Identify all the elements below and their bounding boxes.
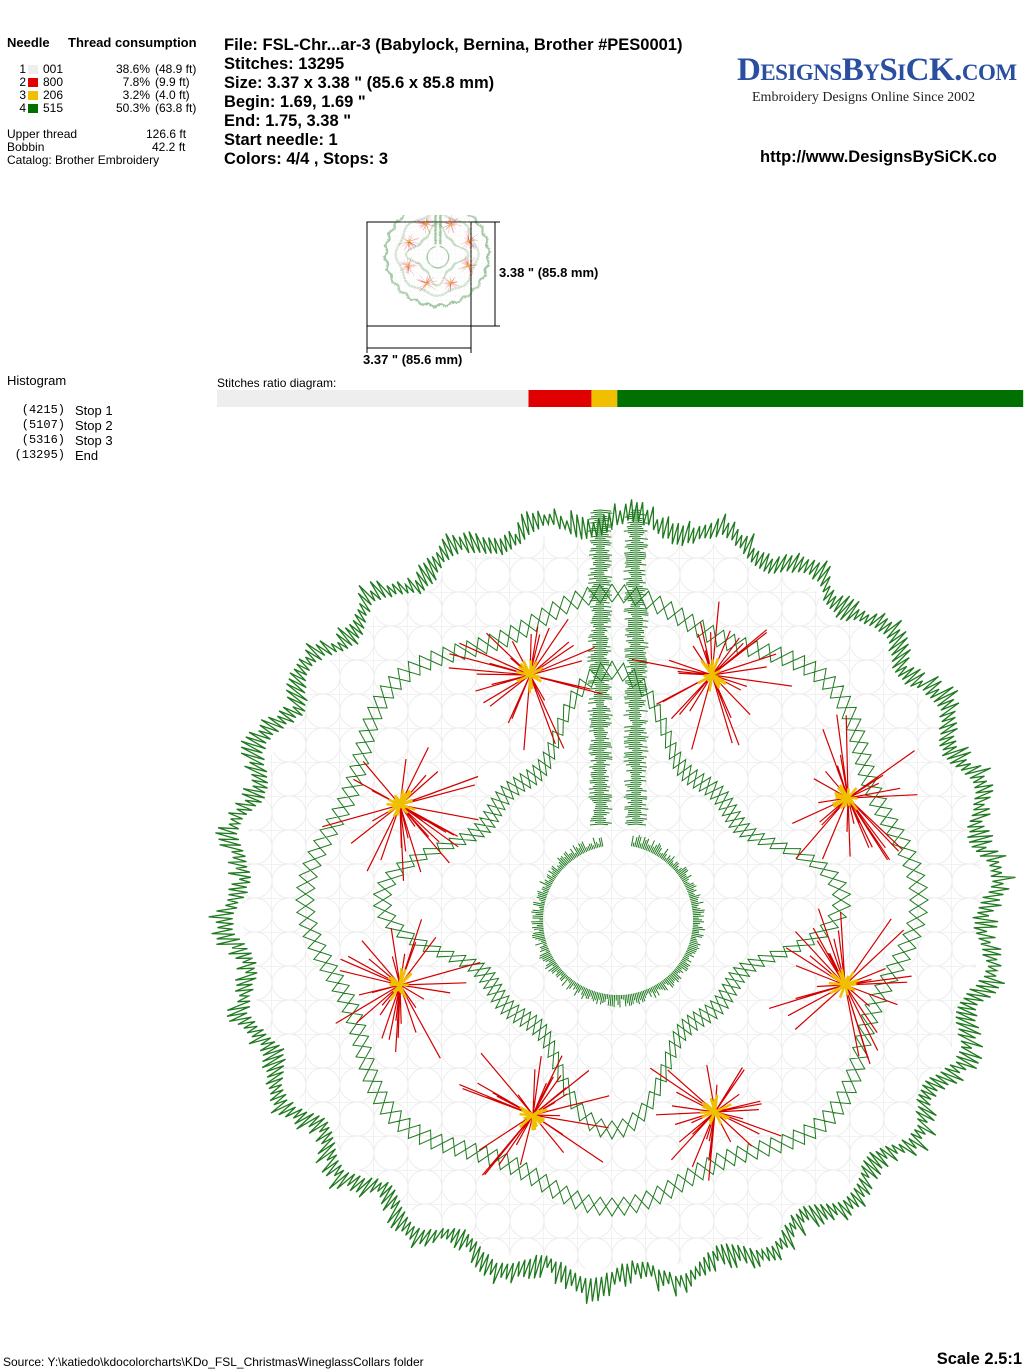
design [208,499,1016,1304]
preview-design [382,215,492,310]
lattice [242,530,982,1270]
poinsettia-center [386,789,416,818]
inner-ring [372,660,852,1141]
poinsettia-center [515,660,544,693]
poinsettia-petals [792,714,918,861]
thread-length: (4.0 ft) [155,88,190,102]
design-view [208,499,1016,1304]
ratio-segment [528,390,592,407]
info-line: Stitches: 13295 [224,55,345,73]
poinsettia-center [828,968,860,999]
poinsettia-petals [649,1065,782,1181]
histogram-title: Histogram [7,373,67,388]
stop-label: Stop 3 [75,433,113,448]
poinsettia-petals [322,747,479,881]
ratio-segment [617,390,1024,407]
color-swatch [28,91,38,100]
poinsettia-center [699,1094,732,1125]
needle-number: 2 [19,75,26,89]
thread-percent: 38.6% [115,62,150,76]
needle-number: 3 [19,88,26,102]
slot-satin [531,509,705,1008]
thread-header: Thread consumption [68,35,197,50]
logo: DesignsBySiCK.com [737,52,1017,88]
ratio-bar [217,390,1024,407]
width-label: 3.37 " (85.6 mm) [363,352,462,367]
bobbin-label: Bobbin [7,140,45,154]
poinsettia-center [697,657,727,692]
poinsettia-center [832,784,859,811]
scale: Scale 2.5:1 [936,1350,1022,1368]
poinsettia-petals [335,919,481,1059]
poinsettia-petals [459,1052,610,1176]
needle-header: Needle [7,35,50,50]
poinsettia-center [387,967,413,1001]
catalog: Catalog: Brother Embroidery [7,153,160,167]
stop-count: (5107) [21,418,65,432]
stop-count: (5316) [21,433,65,447]
outer-edge [208,499,1016,1304]
info-line: Size: 3.37 x 3.38 " (85.6 x 85.8 mm) [224,74,495,92]
thread-code: 206 [43,88,64,102]
logo-tagline: Embroidery Designs Online Since 2002 [752,90,976,105]
poinsettia-petals [631,601,792,750]
stop-label: Stop 1 [75,403,113,418]
info: File: FSL-Chr...ar-3 (Babylock, Bernina,… [224,36,682,169]
stop-count: (4215) [21,403,65,417]
poinsettia-petals [448,618,604,751]
thread-percent: 7.8% [122,75,150,89]
source: Source: Y:\katiedo\kdocolorcharts\KDo_FS… [3,1355,424,1369]
middle-ring [295,583,929,1217]
ratio-segment [591,390,618,407]
thread-length: (48.9 ft) [155,62,197,76]
thread-percent: 50.3% [115,101,150,115]
stop-count: (13295) [14,448,65,462]
upper-value: 126.6 ft [146,127,187,141]
thread-percent: 3.2% [122,88,150,102]
color-swatch [28,104,38,113]
thread-code: 515 [43,101,64,115]
color-swatch [28,65,38,74]
poinsettia-petals [768,908,912,1065]
thread-length: (63.8 ft) [155,101,197,115]
bobbin-value: 42.2 ft [152,140,186,154]
thread-code: 001 [43,62,64,76]
upper-label: Upper thread [7,127,78,141]
info-line: Begin: 1.69, 1.69 " [224,93,366,111]
thread-code: 800 [43,75,64,89]
color-swatch [28,78,38,87]
preview: 3.38 " (85.8 mm) 3.37 " (85.6 mm) [363,215,598,367]
thread-length: (9.9 ft) [155,75,190,89]
url: http://www.DesignsBySiCK.co [760,148,997,166]
info-line: Colors: 4/4 , Stops: 3 [224,150,389,168]
ratio-title: Stitches ratio diagram: [217,376,337,390]
ratio-segment [217,390,529,407]
stop-label: End [75,448,99,463]
height-label: 3.38 " (85.8 mm) [499,265,598,280]
needle-number: 4 [19,101,26,115]
info-line: File: FSL-Chr...ar-3 (Babylock, Bernina,… [224,36,683,54]
needle-number: 1 [19,62,26,76]
info-line: Start needle: 1 [224,131,338,149]
poinsettia-center [519,1106,548,1131]
info-line: End: 1.75, 3.38 " [224,112,352,130]
stop-label: Stop 2 [75,418,113,433]
